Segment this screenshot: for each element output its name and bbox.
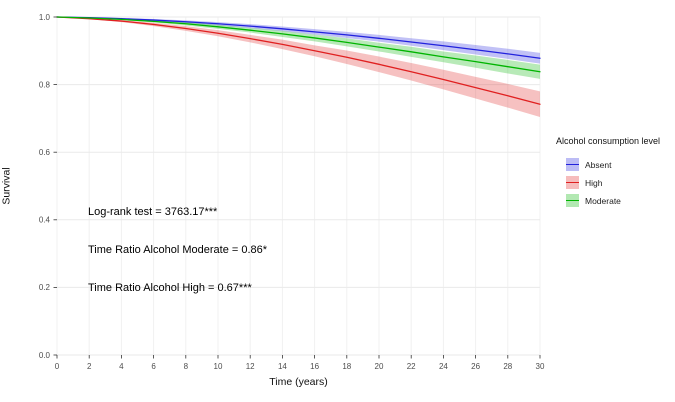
svg-text:4: 4	[119, 362, 124, 371]
svg-text:26: 26	[471, 362, 480, 371]
svg-text:2: 2	[87, 362, 92, 371]
legend-label: High	[585, 177, 603, 188]
svg-text:12: 12	[246, 362, 255, 371]
legend-title: Alcohol consumption level	[556, 136, 661, 146]
legend-key-swatch	[566, 158, 579, 171]
svg-text:16: 16	[310, 362, 319, 371]
legend-label: Absent	[585, 159, 612, 170]
annotation-logrank-test: Log-rank test = 3763.17***	[88, 206, 218, 218]
svg-text:22: 22	[407, 362, 416, 371]
y-axis-title: Survival	[0, 167, 13, 205]
svg-text:0: 0	[55, 362, 60, 371]
svg-text:0.0: 0.0	[39, 351, 51, 360]
svg-text:24: 24	[439, 362, 448, 371]
svg-text:20: 20	[375, 362, 384, 371]
svg-text:0.8: 0.8	[39, 80, 51, 89]
legend-items: Absent High Moderate	[556, 158, 674, 207]
svg-text:28: 28	[503, 362, 512, 371]
svg-text:8: 8	[184, 362, 189, 371]
x-axis-title: Time (years)	[269, 376, 328, 388]
svg-text:6: 6	[151, 362, 156, 371]
svg-text:0.6: 0.6	[39, 148, 51, 157]
annotation-time-ratio-high: Time Ratio Alcohol High = 0.67***	[88, 282, 252, 294]
svg-text:14: 14	[278, 362, 287, 371]
svg-text:1.0: 1.0	[39, 13, 51, 22]
svg-text:10: 10	[214, 362, 223, 371]
legend-key-swatch	[566, 176, 579, 189]
legend-item-high: High	[556, 176, 674, 189]
legend-item-absent: Absent	[556, 158, 674, 171]
legend: Alcohol consumption level Absent High Mode…	[556, 136, 674, 212]
annotation-time-ratio-moderate: Time Ratio Alcohol Moderate = 0.86*	[88, 244, 268, 256]
legend-label: Moderate	[585, 195, 621, 206]
svg-text:18: 18	[342, 362, 351, 371]
legend-key-swatch	[566, 194, 579, 207]
svg-text:30: 30	[536, 362, 545, 371]
svg-text:0.2: 0.2	[39, 283, 51, 292]
svg-text:0.4: 0.4	[39, 216, 51, 225]
legend-item-moderate: Moderate	[556, 194, 674, 207]
